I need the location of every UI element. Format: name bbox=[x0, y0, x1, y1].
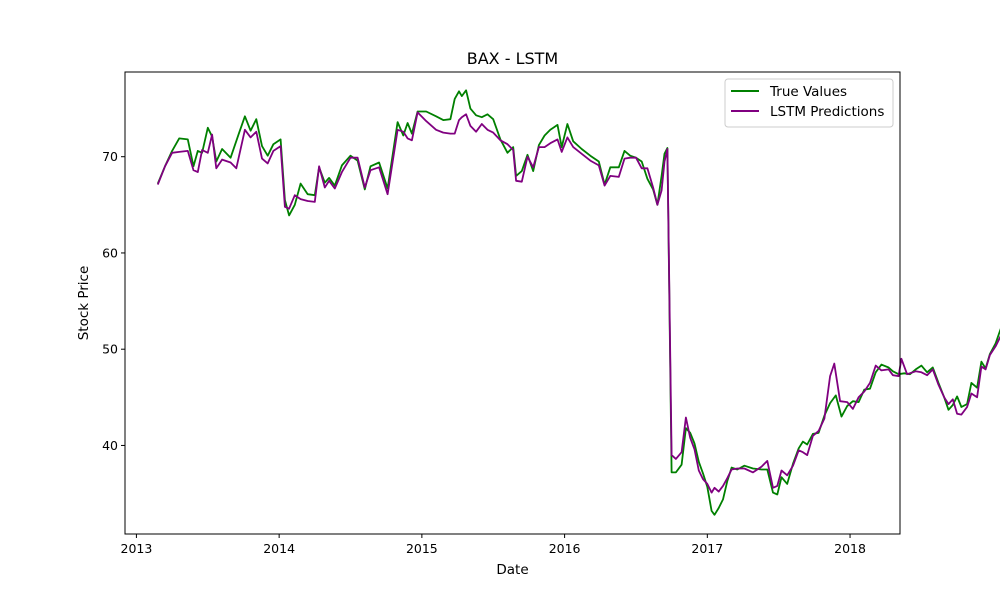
x-tick-label: 2013 bbox=[121, 541, 153, 556]
y-tick-label: 70 bbox=[102, 149, 118, 164]
chart-title: BAX - LSTM bbox=[467, 49, 558, 68]
x-tick-label: 2016 bbox=[549, 541, 581, 556]
x-tick-label: 2014 bbox=[263, 541, 295, 556]
x-axis-label: Date bbox=[496, 562, 528, 578]
plot-frame bbox=[124, 71, 901, 535]
y-tick-label: 50 bbox=[102, 342, 118, 357]
y-tick-label: 60 bbox=[102, 245, 118, 260]
legend: True Values LSTM Predictions bbox=[724, 78, 894, 128]
y-tick-label: 40 bbox=[102, 438, 118, 453]
x-axis-ticks: 2013 2014 2015 2016 2017 2018 bbox=[121, 534, 866, 556]
x-tick-label: 2018 bbox=[834, 541, 866, 556]
legend-label-lstm-predictions: LSTM Predictions bbox=[770, 104, 884, 120]
y-axis-ticks: 40 50 60 70 bbox=[102, 149, 125, 453]
legend-label-true-values: True Values bbox=[769, 84, 847, 100]
series-line-lstm-predictions bbox=[156, 111, 1000, 494]
x-tick-label: 2015 bbox=[406, 541, 438, 556]
x-tick-label: 2017 bbox=[691, 541, 723, 556]
y-axis-label: Stock Price bbox=[76, 266, 92, 341]
series-line-true-values bbox=[156, 89, 1000, 516]
legend-box bbox=[724, 78, 894, 128]
plot-lines bbox=[156, 89, 1000, 516]
